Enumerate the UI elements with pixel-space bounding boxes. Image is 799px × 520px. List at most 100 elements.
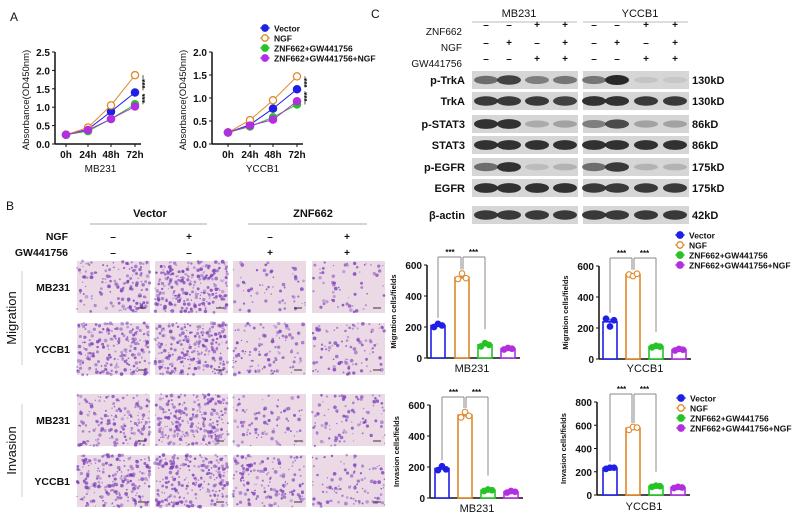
stained-cell xyxy=(135,492,138,495)
x-tick-label: 48h xyxy=(102,150,119,161)
legend-marker xyxy=(677,414,685,422)
stained-cell xyxy=(279,474,282,477)
stained-cell xyxy=(176,435,179,438)
stained-cell xyxy=(216,423,219,426)
stained-cell xyxy=(106,344,110,348)
legend-label: ZNF662+GW441756 xyxy=(274,44,353,54)
blot-strip xyxy=(472,115,578,133)
stained-cell xyxy=(134,501,138,505)
stained-cell xyxy=(130,426,134,430)
stained-cell xyxy=(105,368,108,371)
stained-cell xyxy=(294,356,296,359)
stained-cell xyxy=(191,429,195,434)
stained-cell xyxy=(160,281,163,284)
stained-cell xyxy=(158,292,162,296)
stained-cell xyxy=(352,464,356,467)
stained-cell xyxy=(210,500,213,502)
blot-band xyxy=(582,183,606,193)
stained-cell xyxy=(345,324,348,327)
stained-cell xyxy=(114,365,118,369)
stained-cell xyxy=(246,488,250,492)
stained-cell xyxy=(171,336,176,341)
stained-cell xyxy=(183,299,186,303)
stained-cell xyxy=(181,410,184,413)
stained-cell xyxy=(198,336,201,339)
stained-cell xyxy=(153,297,157,301)
stained-cell xyxy=(211,397,215,401)
stained-cell xyxy=(148,420,151,423)
stained-cell xyxy=(126,480,130,484)
stained-cell xyxy=(319,271,322,275)
stained-cell xyxy=(132,498,136,502)
stained-cell xyxy=(331,488,334,490)
stained-cell xyxy=(135,310,137,313)
stained-cell xyxy=(134,353,137,356)
stained-cell xyxy=(106,362,109,365)
stained-cell xyxy=(167,480,170,483)
stained-cell xyxy=(304,304,306,306)
significance-label: *** xyxy=(303,91,312,101)
stained-cell xyxy=(273,428,275,430)
stained-cell xyxy=(161,287,164,291)
stained-cell xyxy=(197,483,202,488)
y-tick-label: 400 xyxy=(575,445,592,456)
stained-cell xyxy=(192,434,194,436)
stained-cell xyxy=(268,503,272,507)
stained-cell xyxy=(291,365,295,369)
blot-band xyxy=(582,120,606,128)
stained-cell xyxy=(148,426,151,429)
stained-cell xyxy=(134,341,138,346)
stained-cell xyxy=(127,300,130,303)
stained-cell xyxy=(115,484,118,487)
stained-cell xyxy=(178,339,182,343)
stained-cell xyxy=(356,397,360,401)
stained-cell xyxy=(95,419,98,423)
stained-cell xyxy=(128,305,132,309)
stained-cell xyxy=(345,339,349,342)
protein-label: EGFR xyxy=(434,183,465,195)
stained-cell xyxy=(236,454,239,458)
stained-cell xyxy=(175,275,178,278)
stained-cell xyxy=(177,293,181,297)
stained-cell xyxy=(109,373,113,377)
stained-cell xyxy=(267,418,271,423)
micrograph xyxy=(232,394,306,448)
micrograph xyxy=(154,393,230,447)
stained-cell xyxy=(118,399,120,402)
stained-cell xyxy=(264,292,266,294)
stained-cell xyxy=(197,479,200,481)
blot-band xyxy=(553,120,577,128)
stained-cell xyxy=(104,269,108,273)
micrograph xyxy=(311,321,386,376)
stained-cell xyxy=(145,342,148,345)
stained-cell xyxy=(166,499,169,502)
micrograph xyxy=(232,261,306,313)
stained-cell xyxy=(220,260,225,264)
stained-cell xyxy=(265,272,269,277)
stained-cell xyxy=(256,495,260,499)
stained-cell xyxy=(289,430,292,433)
stained-cell xyxy=(200,351,203,354)
stained-cell xyxy=(117,505,121,508)
stained-cell xyxy=(363,489,367,493)
data-point xyxy=(434,466,442,474)
stained-cell xyxy=(276,441,280,446)
stained-cell xyxy=(321,490,325,493)
blot-band xyxy=(605,162,629,172)
stained-cell xyxy=(175,501,179,505)
stained-cell xyxy=(247,370,251,374)
stained-cell xyxy=(247,501,251,505)
stained-cell xyxy=(323,345,326,348)
stained-cell xyxy=(223,411,227,415)
stained-cell xyxy=(128,414,130,417)
stained-cell xyxy=(186,323,189,326)
stained-cell xyxy=(205,364,210,368)
stained-cell xyxy=(241,349,245,353)
stained-cell xyxy=(365,500,369,504)
x-tick-label: 0h xyxy=(222,150,234,161)
stained-cell xyxy=(142,373,145,376)
stained-cell xyxy=(220,428,223,431)
stained-cell xyxy=(121,396,125,400)
data-point xyxy=(606,323,614,330)
stained-cell xyxy=(231,365,235,369)
